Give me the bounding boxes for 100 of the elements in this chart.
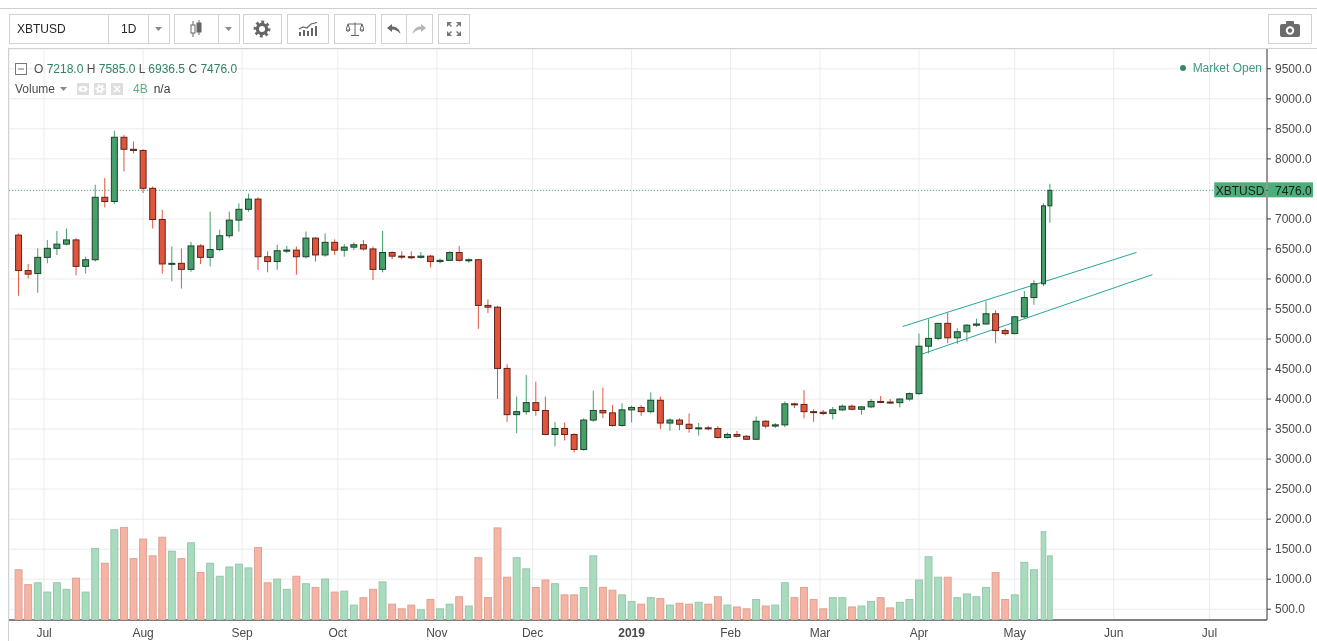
candlestick (532, 381, 540, 417)
candlestick (944, 312, 952, 344)
candlestick (34, 247, 42, 294)
bar (943, 576, 952, 620)
y-tick-label: 9500.0 (1275, 62, 1313, 77)
candlestick (656, 396, 664, 430)
candlestick (101, 177, 109, 209)
candlestick (187, 241, 195, 273)
x-tick-label: Aug (132, 626, 154, 640)
bar (72, 577, 80, 620)
bar (551, 583, 559, 620)
candlestick (752, 415, 760, 441)
candlestick (321, 232, 329, 258)
candlestick (197, 243, 205, 265)
bar (330, 591, 339, 620)
bar (349, 604, 358, 620)
bar (273, 578, 282, 620)
y-tick-label: 4000.0 (1275, 392, 1313, 407)
candlestick (225, 211, 233, 239)
y-tick-label: 7000.0 (1275, 212, 1313, 227)
bar (771, 604, 780, 620)
annotation: Market Open (1192, 60, 1262, 76)
y-tick-label: 500.0 (1275, 602, 1306, 617)
bar (847, 606, 856, 620)
bar (618, 594, 626, 620)
y-tick-label: 3500.0 (1275, 422, 1313, 437)
candlestick (206, 211, 214, 267)
bar (445, 603, 454, 620)
candlestick (379, 230, 387, 273)
candlestick (992, 309, 1000, 344)
bar (167, 550, 176, 620)
candlestick (781, 400, 789, 428)
y-tick-label: 8500.0 (1275, 122, 1313, 137)
bar (282, 588, 291, 620)
candlestick (302, 231, 310, 260)
y-tick-label: 4500.0 (1275, 362, 1313, 377)
x-tick-label: Nov (426, 626, 448, 640)
bar (301, 583, 310, 620)
candlestick (369, 246, 377, 281)
candlestick (647, 391, 655, 414)
candlestick (273, 244, 281, 271)
bar (656, 598, 665, 620)
bar (196, 572, 205, 620)
candlestick (685, 412, 693, 434)
candlestick (1020, 290, 1028, 320)
bar (464, 605, 473, 620)
bar (953, 597, 962, 620)
x-tick-label: May (1003, 626, 1027, 640)
x-tick-label: Feb (720, 626, 742, 640)
bar (1029, 569, 1038, 620)
candlestick (800, 389, 808, 419)
bar (426, 599, 435, 620)
bar (378, 581, 387, 620)
candlestick (312, 236, 319, 263)
candlestick (982, 300, 990, 326)
bar (311, 586, 320, 620)
bar (713, 596, 722, 620)
bar (474, 557, 483, 620)
y-tick-label: 6500.0 (1275, 242, 1313, 257)
chart-title: XBTUSD (17, 21, 66, 37)
candlestick (608, 404, 616, 428)
candlestick (177, 247, 185, 290)
annotation: n/a (153, 81, 171, 97)
bar (292, 575, 301, 620)
bar (388, 603, 397, 620)
candlestick (168, 246, 176, 282)
x-tick-label: Jun (1104, 626, 1124, 640)
bar (416, 609, 425, 620)
annotation: 4B (133, 81, 148, 97)
y-tick-label: 5500.0 (1275, 302, 1313, 317)
y-tick-label: 7476.0 (1275, 183, 1313, 198)
chart-subtitle: 1D (121, 21, 137, 37)
candlestick (235, 202, 243, 233)
chart-title: Volume (15, 81, 56, 97)
candlestick (599, 387, 607, 419)
bar (455, 596, 464, 620)
candlestick (53, 230, 61, 256)
candlestick (570, 432, 578, 453)
bar (340, 590, 349, 620)
y-tick-label: 2000.0 (1275, 512, 1313, 527)
candlestick (43, 239, 51, 264)
candlestick (561, 421, 569, 441)
y-tick-label: 3000.0 (1275, 452, 1313, 467)
bar (752, 599, 761, 620)
candlestick (484, 298, 492, 314)
y-tick-label: 5000.0 (1275, 332, 1313, 347)
bar (321, 578, 330, 620)
bar (694, 601, 703, 620)
candlestick (417, 251, 425, 260)
bar (627, 600, 636, 620)
bar (723, 604, 732, 620)
bar (665, 604, 674, 620)
x-tick-label: 2019 (618, 626, 646, 640)
bar (436, 608, 444, 620)
candlestick (1030, 279, 1038, 306)
bar (187, 542, 195, 620)
candlestick (925, 318, 933, 354)
bar (100, 562, 109, 620)
bar (761, 605, 770, 620)
candlestick (589, 390, 597, 423)
